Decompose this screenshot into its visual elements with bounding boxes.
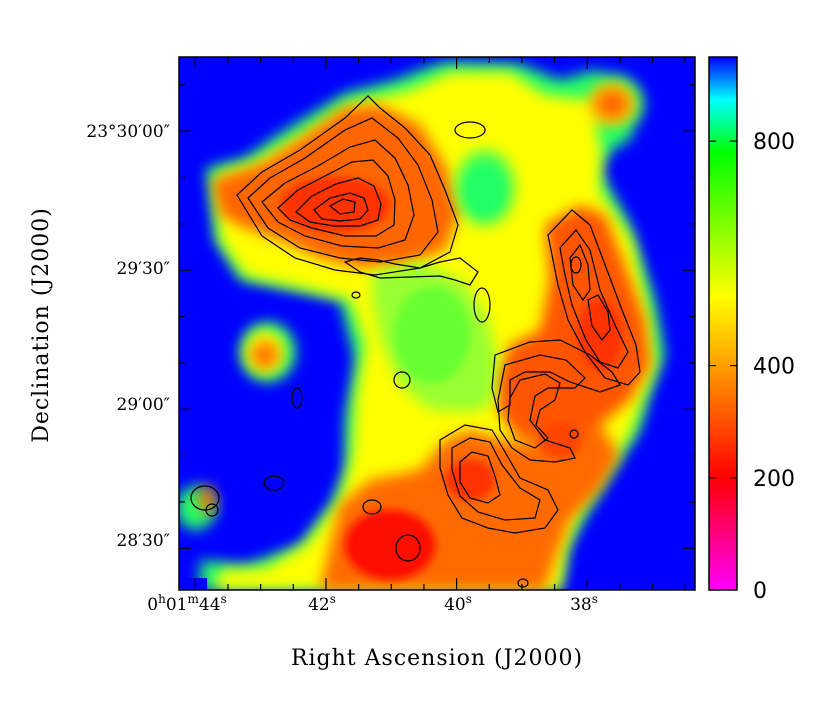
colorbar-ticks [709, 140, 737, 591]
colorbar-tick-label: 200 [753, 467, 795, 492]
plot-frame [178, 56, 696, 591]
y-tick-label: 29′30″ [117, 259, 170, 279]
emission-green-core [394, 164, 505, 383]
colorbar-gradient [708, 56, 738, 591]
colorbar-tick-label: 400 [753, 355, 795, 380]
masked-corner [179, 578, 207, 590]
x-tick-label: 42s [308, 592, 336, 615]
x-axis-title: Right Ascension (J2000) [291, 646, 583, 671]
axis-ticks [179, 57, 695, 590]
x-tick-label: 40s [444, 592, 472, 615]
x-tick-label: 0h01m44s [147, 592, 226, 615]
heatmap-image [179, 57, 695, 590]
colorbar-tick-label: 0 [753, 579, 767, 604]
colorbar: 0 200 400 800 [708, 56, 795, 604]
x-tick-label: 38s [570, 592, 598, 615]
colorbar-tick-label: 800 [753, 130, 795, 155]
east-ridge [495, 205, 650, 440]
x-tick-labels: 0h01m44s 42s 40s 38s [147, 592, 598, 615]
y-tick-label: 28′30″ [117, 531, 170, 551]
contour-lines [190, 95, 641, 588]
y-tick-labels: 23°30′00″ 29′30″ 29′00″ 28′30″ [86, 122, 170, 551]
y-axis-title: Declination (J2000) [29, 207, 54, 443]
colorbar-tick-labels: 0 200 400 800 [753, 130, 795, 604]
y-tick-label: 23°30′00″ [86, 122, 170, 142]
y-tick-label: 29′00″ [117, 395, 170, 415]
